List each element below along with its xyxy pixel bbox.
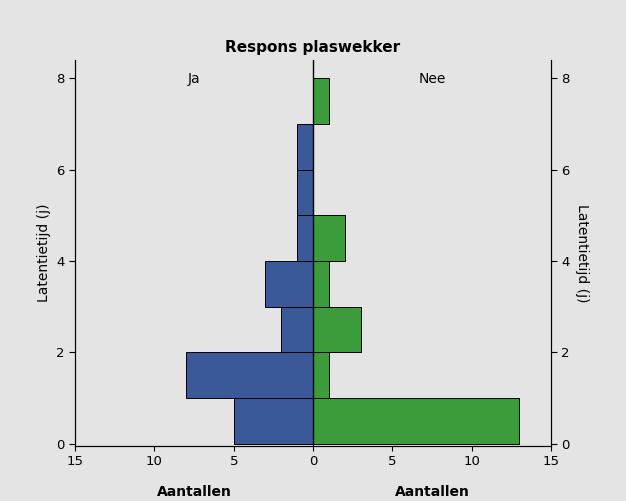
Bar xyxy=(313,352,329,398)
Bar xyxy=(313,215,345,261)
Y-axis label: Latentietijd (j): Latentietijd (j) xyxy=(37,204,51,302)
Bar xyxy=(313,398,519,443)
Text: Nee: Nee xyxy=(418,72,446,86)
Bar xyxy=(186,352,313,398)
Title: Respons plaswekker: Respons plaswekker xyxy=(225,40,401,55)
Bar xyxy=(313,78,329,124)
Text: Aantallen: Aantallen xyxy=(394,484,470,498)
Text: Ja: Ja xyxy=(188,72,200,86)
Bar xyxy=(233,398,313,443)
Y-axis label: Latentietijd (j): Latentietijd (j) xyxy=(575,204,589,302)
Bar xyxy=(297,124,313,170)
Text: Aantallen: Aantallen xyxy=(156,484,232,498)
Bar xyxy=(313,261,329,307)
Bar xyxy=(313,307,361,352)
Bar xyxy=(297,170,313,215)
Bar xyxy=(265,261,313,307)
Bar xyxy=(281,307,313,352)
Bar xyxy=(297,215,313,261)
